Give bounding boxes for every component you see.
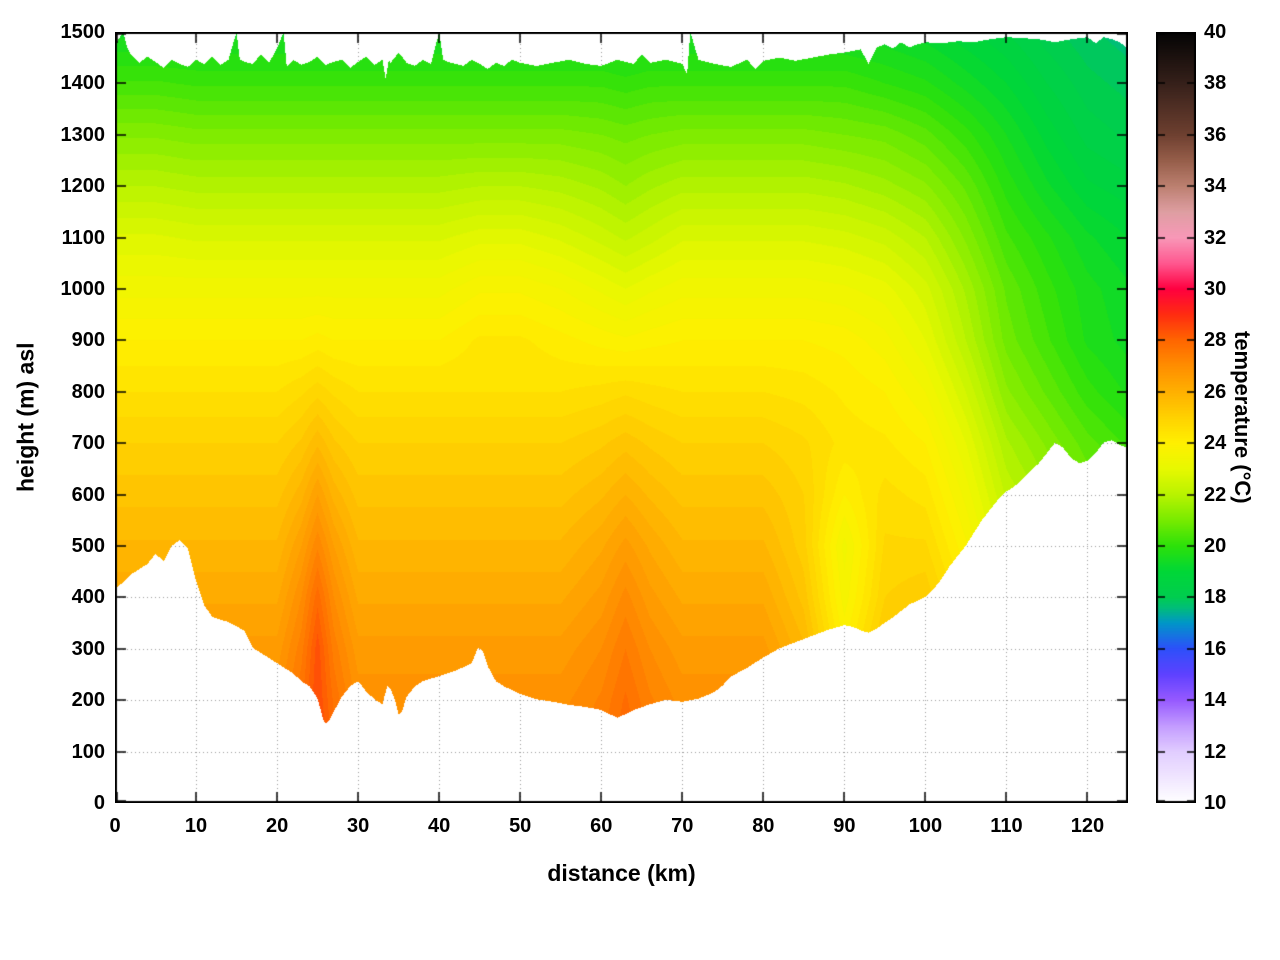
- y-tick-label: 200: [71, 689, 105, 712]
- y-tick-label: 500: [71, 535, 105, 557]
- y-tick-label: 800: [71, 380, 105, 403]
- y-tick-label: 1400: [60, 72, 106, 95]
- y-tick-label: 100: [71, 740, 105, 763]
- colorbar-tick-label: 10: [1204, 792, 1227, 814]
- x-tick-label: 80: [752, 815, 775, 837]
- y-tick-label: 0: [93, 792, 105, 814]
- x-tick-label: 100: [908, 815, 943, 837]
- colorbar-tick-label: 24: [1204, 432, 1227, 455]
- x-tick-label: 0: [109, 815, 121, 837]
- x-tick-label: 90: [833, 815, 856, 837]
- colorbar-tick-label: 26: [1204, 380, 1227, 403]
- y-tick-label: 900: [71, 329, 105, 352]
- colorbar-canvas: [1156, 32, 1196, 803]
- x-tick-label: 30: [346, 815, 370, 837]
- colorbar-tick-label: 22: [1204, 483, 1227, 506]
- contour-plot-canvas: [115, 32, 1128, 803]
- y-tick-label: 300: [71, 637, 105, 660]
- x-tick-label: 20: [265, 815, 289, 837]
- x-tick-label: 50: [509, 815, 532, 837]
- x-tick-label: 40: [428, 815, 451, 837]
- y-tick-label: 1100: [61, 226, 105, 249]
- y-tick-label: 1200: [60, 175, 106, 198]
- x-tick-label: 10: [184, 815, 208, 837]
- colorbar-tick-label: 20: [1204, 535, 1227, 557]
- y-tick-label: 1300: [60, 123, 106, 146]
- y-tick-label: 1000: [60, 278, 106, 300]
- colorbar-tick-label: 40: [1204, 21, 1227, 43]
- colorbar-tick-label: 12: [1204, 740, 1227, 763]
- colorbar-title: temperature (°C): [1230, 331, 1255, 504]
- y-tick-label: 600: [71, 483, 105, 506]
- colorbar-tick-label: 30: [1204, 278, 1227, 300]
- colorbar-tick-label: 18: [1204, 586, 1227, 609]
- colorbar-tick-label: 14: [1204, 689, 1227, 712]
- x-tick-label: 120: [1070, 815, 1105, 837]
- colorbar-tick-label: 38: [1204, 72, 1227, 95]
- x-tick-label: 110: [990, 815, 1023, 837]
- colorbar-tick-label: 28: [1204, 329, 1227, 352]
- colorbar-tick-label: 32: [1204, 226, 1227, 249]
- colorbar-tick-label: 36: [1204, 123, 1227, 146]
- colorbar-tick-label: 16: [1204, 637, 1227, 660]
- x-tick-label: 60: [590, 815, 613, 837]
- y-tick-label: 700: [71, 432, 105, 455]
- y-tick-label: 1500: [60, 21, 106, 43]
- colorbar-tick-label: 34: [1204, 175, 1227, 198]
- x-axis-title: distance (km): [547, 860, 696, 886]
- y-tick-label: 400: [71, 586, 105, 609]
- x-tick-label: 70: [671, 815, 694, 837]
